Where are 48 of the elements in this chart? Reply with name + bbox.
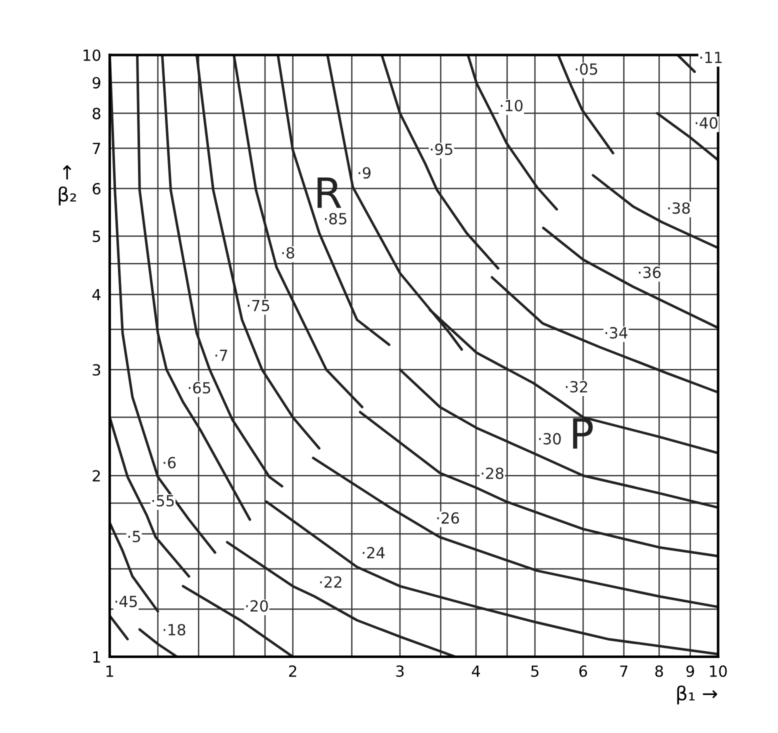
annotation: ·11 xyxy=(700,52,722,63)
annotation: ·45 xyxy=(116,596,137,608)
annotation: ·22 xyxy=(320,576,342,588)
annotation: ·32 xyxy=(566,381,588,393)
x-tick-label: 1 xyxy=(106,666,114,677)
y-axis-title: ↑ β₂ xyxy=(58,165,76,206)
annotation: ·20 xyxy=(246,600,268,612)
x-tick-label: 9 xyxy=(686,665,694,677)
y-tick-label: 7 xyxy=(92,142,100,154)
annotation: ·28 xyxy=(482,468,504,480)
x-tick-label: 10 xyxy=(710,665,727,677)
x-axis-title: β₁ → xyxy=(677,685,718,704)
y-tick-label: 10 xyxy=(84,49,100,61)
annotation: ·34 xyxy=(606,327,628,339)
annotation: ·05 xyxy=(576,63,598,75)
x-tick-label: 3 xyxy=(396,665,404,677)
y-tick-label: 2 xyxy=(92,470,100,482)
x-tick-label: 4 xyxy=(472,666,480,677)
x-tick-label: 6 xyxy=(579,665,588,677)
annotation: ·26 xyxy=(437,512,459,524)
y-tick-label: 9 xyxy=(92,76,100,89)
x-tick-label: 7 xyxy=(620,666,628,677)
annotation: ·38 xyxy=(668,202,690,214)
x-tick-label: 2 xyxy=(289,665,296,677)
annotation: ·7 xyxy=(215,350,228,361)
annotation: ·65 xyxy=(188,382,210,394)
annotation: ·75 xyxy=(248,300,270,312)
annotation: ·85 xyxy=(325,212,346,224)
y-tick-label: 5 xyxy=(92,230,100,242)
y-tick-label: 3 xyxy=(92,364,100,376)
annotation: ·30 xyxy=(539,433,561,445)
annotation: ·5 xyxy=(128,530,140,542)
annotation: ·9 xyxy=(358,167,371,179)
annotation: ·55 xyxy=(152,495,174,507)
x-tick-label: 8 xyxy=(655,665,663,677)
annotation: ·10 xyxy=(500,100,523,112)
y-tick-label: 4 xyxy=(92,289,101,300)
x-tick-label: 5 xyxy=(531,666,538,677)
annotation: ·18 xyxy=(164,624,186,636)
annotation: ·24 xyxy=(362,546,385,558)
annotation: ·8 xyxy=(282,247,294,259)
y-tick-label: 8 xyxy=(92,108,100,120)
annotation: ·95 xyxy=(430,144,452,156)
annotation: ·40 xyxy=(696,117,718,129)
annotation: ·6 xyxy=(164,456,176,468)
annotation: ·36 xyxy=(638,266,661,278)
y-tick-label: 6 xyxy=(92,182,100,195)
y-tick-label: 1 xyxy=(93,651,100,663)
